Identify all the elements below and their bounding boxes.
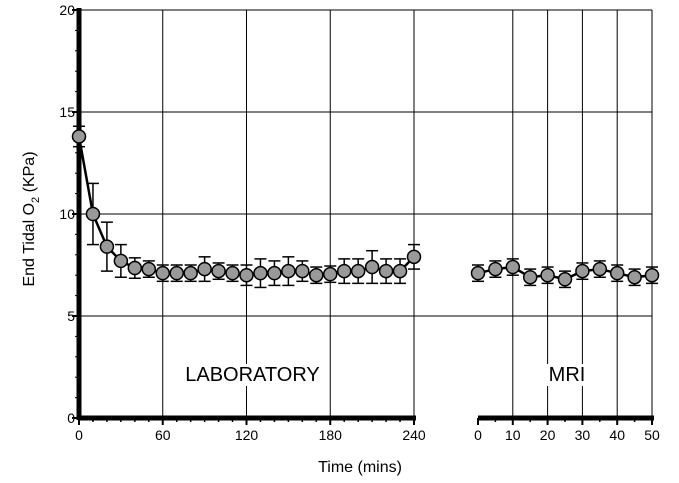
- data-point: [85, 206, 101, 222]
- data-point: [557, 272, 573, 287]
- data-point: [155, 265, 170, 281]
- x-tick-label: 120: [235, 427, 259, 443]
- data-point: [113, 253, 129, 269]
- data-point: [609, 265, 625, 281]
- x-tick-label: 0: [474, 427, 482, 443]
- data-point: [364, 259, 380, 275]
- data-point: [141, 261, 157, 277]
- data-point: [183, 265, 198, 281]
- y-tick-label: 10: [59, 206, 75, 222]
- data-point: [267, 265, 282, 281]
- data-point: [336, 263, 352, 279]
- y-tick-label: 0: [67, 410, 75, 426]
- data-point: [470, 265, 486, 281]
- data-point: [592, 261, 608, 277]
- y-axis-label-main: End Tidal O: [21, 203, 38, 287]
- x-tick-label: 20: [540, 427, 556, 443]
- labels-layer: Time (mins) End Tidal O2 (KPa) LABORATOR…: [21, 151, 589, 476]
- data-point: [239, 267, 254, 283]
- data-point: [127, 260, 143, 276]
- data-point: [540, 267, 555, 283]
- data-point: [392, 263, 408, 279]
- data-point: [488, 261, 503, 277]
- data-point: [323, 266, 338, 282]
- y-tick-label: 20: [59, 2, 75, 18]
- y-axis-label-suffix: (KPa): [21, 151, 38, 196]
- y-axis-label: End Tidal O2 (KPa): [21, 151, 42, 286]
- x-tick-label: 50: [644, 427, 660, 443]
- grid-layer: [79, 9, 653, 418]
- data-point: [644, 267, 660, 283]
- data-point: [575, 263, 590, 279]
- data-point: [378, 263, 394, 279]
- x-tick-label: 180: [319, 427, 343, 443]
- x-tick-label: 0: [75, 427, 83, 443]
- data-point: [627, 269, 642, 285]
- y-tick-label: 5: [67, 308, 75, 324]
- x-tick-label: 60: [155, 427, 171, 443]
- data-point: [71, 129, 87, 144]
- x-tick-label: 240: [402, 427, 426, 443]
- data-point: [522, 269, 538, 285]
- data-point: [99, 239, 115, 254]
- axes-layer: 0 60 120 180 240 0 10 20 30 40 50 0 5 10 15 20: [59, 2, 660, 443]
- region-label: MRI: [549, 364, 586, 386]
- y-tick-label: 15: [59, 104, 75, 120]
- data-point: [281, 263, 296, 279]
- data-point: [309, 267, 324, 283]
- region-label-background: [182, 364, 323, 386]
- data-point: [505, 259, 521, 275]
- series-layer: [71, 125, 660, 289]
- x-axis-label: Time (mins): [318, 459, 402, 476]
- data-point: [211, 263, 226, 279]
- data-point: [169, 265, 184, 281]
- data-point: [225, 265, 240, 281]
- region-label: LABORATORY: [185, 364, 320, 386]
- data-point: [350, 263, 366, 279]
- data-point: [253, 265, 268, 281]
- y-axis-label-subscript: 2: [30, 197, 42, 203]
- x-tick-label: 30: [575, 427, 591, 443]
- x-tick-label: 10: [505, 427, 521, 443]
- region-label-background: [545, 364, 589, 386]
- x-tick-label: 40: [609, 427, 625, 443]
- data-point: [406, 249, 422, 265]
- data-point: [295, 263, 310, 279]
- data-point: [197, 261, 212, 277]
